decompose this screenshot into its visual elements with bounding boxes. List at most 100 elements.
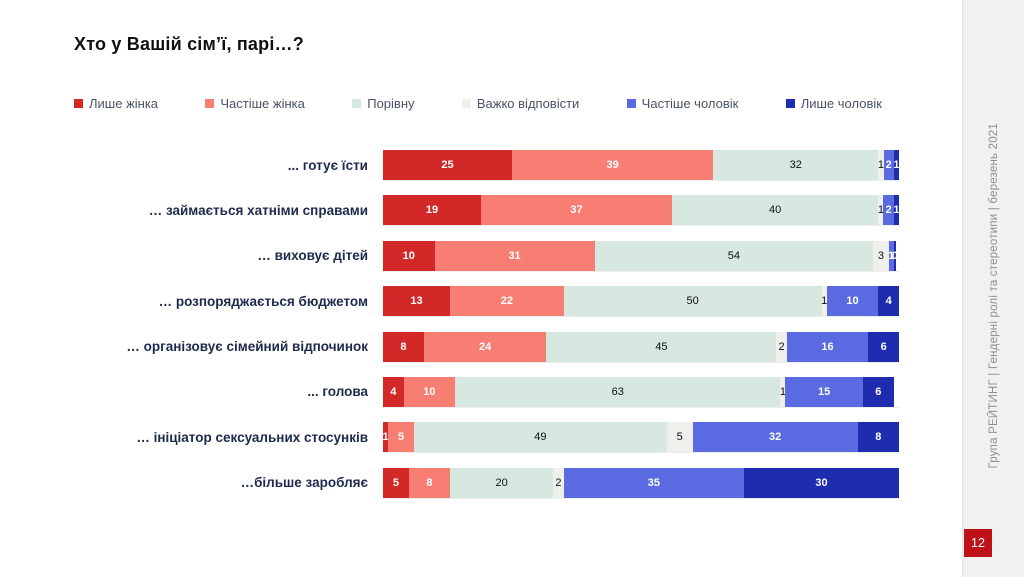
page-number-badge: 12 [964, 529, 992, 557]
bar-segment: 32 [692, 422, 858, 453]
category-label: …більше заробляє [240, 475, 368, 491]
bar-value: 5 [397, 431, 405, 444]
bar-value: 8 [875, 431, 882, 444]
bar-segment: 10 [383, 240, 435, 271]
page-title: Хто у Вашій сім’ї, парі…? [74, 34, 304, 54]
bar-segment: 32 [713, 150, 879, 180]
stacked-bar: 19 37 40 1 2 1 [383, 195, 900, 226]
chart-row: ... готує їсти 25 39 32 1 2 1 [72, 150, 899, 180]
bar-segment: 2 [776, 331, 787, 362]
chart-row: ... голова 4 10 63 1 15 6 [72, 376, 899, 407]
bar-segment: 63 [455, 376, 781, 407]
category-label: ... готує їсти [287, 157, 368, 173]
page-number: 12 [971, 536, 985, 550]
category-label: … розпоряджається бюджетом [158, 293, 368, 309]
stacked-bar: 25 39 32 1 2 1 [383, 150, 899, 180]
bar-segment: 1 [821, 286, 828, 317]
bar-value: 6 [875, 385, 882, 398]
legend-label: Частіше чоловік [641, 96, 739, 111]
chart-row: …більше заробляє 5 8 20 2 35 30 [72, 467, 899, 498]
bar-value: 10 [402, 249, 415, 262]
bar-value: 32 [789, 159, 802, 171]
bar-value: 8 [426, 476, 433, 489]
bar-segment: 1 [893, 150, 899, 180]
category-label: … ініціатор сексуальних стосунків [136, 429, 368, 445]
bar-segment: 1 [877, 195, 884, 226]
bar-segment: 39 [512, 150, 714, 180]
bar-segment: 31 [434, 240, 595, 271]
legend-swatch-icon [461, 99, 471, 108]
sidebar-vertical-text: Група РЕЙТИНГ | Гендерні ролі та стереот… [988, 123, 1000, 469]
bar-value: 1 [888, 249, 895, 262]
category-label: … організовує сімейний відпочинок [126, 339, 368, 355]
bar-value: 1 [821, 295, 828, 308]
chart-row: … організовує сімейний відпочинок 8 24 45 2 1… [72, 331, 900, 362]
legend-label: Лише чоловік [800, 96, 882, 111]
bar-value: 32 [769, 431, 782, 444]
bar-segment: 19 [383, 195, 482, 226]
bar-segment: 2 [553, 467, 564, 498]
chart-rows: ... готує їсти 25 39 32 1 2 1… займається хатн… [72, 150, 899, 513]
bar-value: 5 [392, 476, 399, 489]
bar-value: 1 [382, 431, 389, 444]
legend-label: Порівну [367, 96, 415, 111]
bar-value: 10 [423, 385, 436, 398]
bar-segment: 37 [481, 195, 672, 226]
bar-segment: 1 [779, 376, 786, 407]
bar-segment: 40 [671, 195, 879, 226]
chart-row: … виховує дітей 10 31 54 3 1 0 [72, 240, 899, 271]
bar-value: 15 [818, 385, 831, 398]
bar-value: 16 [821, 340, 834, 353]
bar-value: 1 [877, 159, 884, 171]
bar-segment: 22 [450, 286, 564, 317]
bar-value: 22 [500, 295, 513, 308]
bar-value: 2 [885, 159, 892, 171]
bar-value: 2 [555, 476, 562, 489]
bar-segment: 1 [382, 422, 389, 453]
bar-value: 5 [676, 431, 683, 444]
bar-segment: 45 [546, 331, 777, 362]
bar-value: 37 [570, 204, 583, 217]
bar-value: 24 [479, 340, 492, 353]
bar-segment: 5 [388, 422, 414, 453]
bar-segment: 16 [786, 331, 869, 362]
bar-value: 1 [893, 204, 900, 217]
bar-segment: 20 [450, 467, 554, 498]
bar-segment: 10 [826, 286, 879, 317]
legend-label: Важко відповісти [476, 96, 580, 111]
bar-segment: 8 [857, 422, 899, 453]
chart-row: … займається хатніми справами 19 37 40 1 2 1 [72, 195, 900, 226]
bar-value: 40 [769, 204, 782, 217]
bar-segment: 2 [883, 195, 894, 226]
bar-segment: 10 [403, 376, 456, 407]
bar-value: 4 [885, 295, 892, 308]
bar-segment: 4 [383, 376, 404, 407]
bar-value: 2 [778, 340, 785, 353]
bar-value: 6 [880, 340, 887, 353]
bar-segment: 0 [892, 240, 898, 271]
bar-value: 20 [495, 476, 508, 489]
bar-segment: 25 [383, 150, 512, 180]
legend-item-6: Лише чоловік [785, 96, 882, 111]
bar-segment: 4 [878, 286, 899, 317]
legend-item-5: Частіше чоловік [626, 96, 739, 111]
bar-segment: 1 [893, 195, 900, 226]
legend-item-3: Порівну [352, 96, 415, 111]
bar-value: 19 [425, 204, 439, 217]
bar-segment: 2 [883, 150, 894, 180]
bar-segment: 1 [888, 240, 895, 271]
legend-item-1: Лише жінка [74, 96, 158, 111]
bar-value: 63 [611, 385, 624, 398]
bar-segment: 54 [594, 240, 874, 271]
bar-segment: 30 [744, 467, 899, 498]
chart-row: … розпоряджається бюджетом 13 22 50 1 10 4 [72, 286, 899, 317]
bar-value: 1 [779, 385, 786, 398]
legend-swatch-icon [205, 99, 215, 108]
bar-segment: 8 [408, 467, 451, 498]
bar-segment: 5 [383, 467, 409, 498]
stacked-bar: 4 10 63 1 15 6 [383, 376, 899, 407]
bar-value: 25 [441, 159, 454, 171]
legend-swatch-icon [74, 99, 83, 108]
bar-value: 49 [534, 431, 547, 444]
bar-value: 1 [877, 204, 884, 217]
